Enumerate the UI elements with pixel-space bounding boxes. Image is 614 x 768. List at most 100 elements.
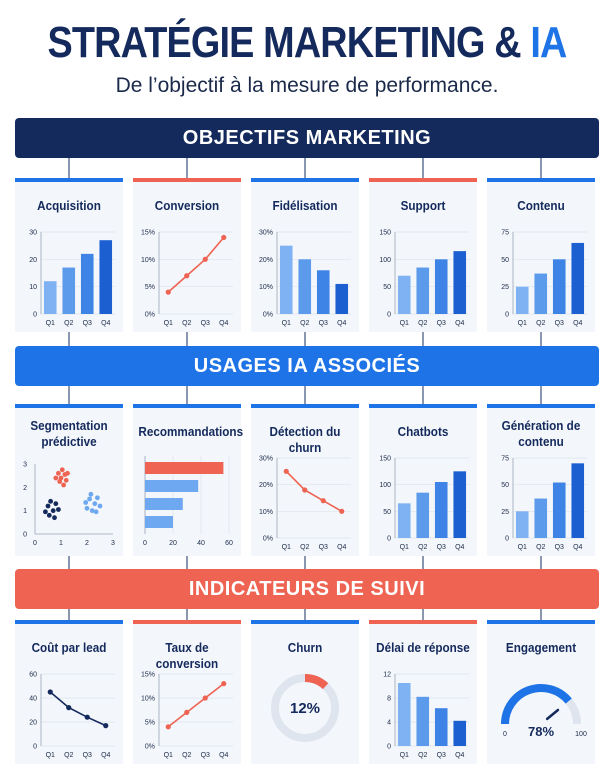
connector-line [186,609,188,620]
card-title: Délai de réponse [376,640,470,655]
data-point [66,705,72,711]
x-tick-label: Q3 [555,544,564,551]
y-tick-label: 30% [259,456,273,463]
x-tick-label: Q1 [400,544,409,551]
bar [335,283,349,314]
x-tick-label: Q2 [536,544,545,551]
y-tick-label: 10% [141,257,155,264]
scatter-point [59,467,65,473]
x-tick-label: Q3 [319,544,328,551]
x-tick-label: Q1 [400,320,409,327]
y-tick-label: 25 [501,284,509,291]
x-tick-label: Q4 [455,544,464,551]
series-line [167,236,225,293]
y-tick-label: 100 [379,482,391,489]
x-tick-label: Q2 [418,320,427,327]
chart-engagement: 78% 0 100 [501,684,587,739]
bar [145,480,199,492]
x-tick-label: Q1 [400,752,409,759]
card-conversion: Conversion 0% 5% 10% 15% Q1 Q2 Q3 Q4 [133,178,241,332]
scatter-point [52,515,57,521]
data-point [302,487,308,493]
card-churn_detection: Détection du churn 0% 10% 20% 30% Q1 Q2 Q3 Q4 [251,404,359,556]
y-tick-label: 5% [145,284,155,291]
x-tick-label: 1 [59,540,63,547]
x-tick-label: Q4 [337,320,346,327]
card-title: Taux de conversion [155,640,219,671]
y-tick-label: 30 [29,230,37,237]
connector-line [186,552,188,569]
x-tick-label: Q3 [201,752,210,759]
scatter-point [45,503,51,509]
y-tick-label: 8 [387,696,391,703]
bar [279,245,293,314]
card-chatbots: Chatbots 0 50 100 150 Q1 Q2 Q3 Q4 [369,404,477,556]
series-line [285,470,343,513]
title-main: STRATÉGIE MARKETING & [47,18,531,67]
x-tick-label: 0 [143,540,147,547]
x-tick-label: Q3 [319,320,328,327]
x-tick-label: Q3 [83,752,92,759]
y-tick-label: 20% [259,482,273,489]
series-line [49,691,107,727]
data-point [84,714,90,720]
title-accent: IA [530,18,567,67]
x-tick-label: Q2 [182,320,191,327]
x-tick-label: Q4 [455,752,464,759]
bar [416,492,430,538]
card-cout_lead: Coût par lead 0 20 40 60 Q1 Q2 Q3 Q4 [15,620,123,764]
gauge-needle [545,708,560,721]
y-tick-label: 75 [501,230,509,237]
connector-line [540,158,542,178]
bar [416,267,430,314]
section-banner-indicateurs: INDICATEURS DE SUIVI [15,569,599,609]
y-tick-label: 150 [379,230,391,237]
x-tick-label: 60 [225,540,233,547]
x-tick-label: Q1 [164,320,173,327]
scatter-point [93,509,99,515]
card-title: Conversion [154,198,220,213]
bar [515,286,529,314]
card-title: Segmentation prédictive [30,418,108,449]
card-churn: Churn 12% [251,620,359,764]
x-tick-label: Q1 [282,544,291,551]
data-point [202,695,208,701]
x-tick-label: Q2 [182,752,191,759]
y-tick-label: 150 [379,456,391,463]
x-tick-label: Q2 [418,544,427,551]
scatter-point [46,512,52,518]
bar [416,696,430,746]
scatter-point [87,496,92,502]
x-tick-label: Q1 [518,320,527,327]
data-point [202,256,208,262]
x-tick-label: Q1 [46,752,55,759]
connector-line [68,328,70,346]
connector-line [540,386,542,404]
card-title: Support [400,198,446,213]
y-tick-label: 50 [383,509,391,516]
connector-line [540,552,542,569]
y-tick-label: 30% [259,230,273,237]
bar [434,482,448,538]
y-tick-label: 75 [501,456,509,463]
y-tick-label: 0% [263,536,273,543]
connector-line [304,552,306,569]
card-title: Recommandations [138,424,244,439]
connector-line [422,609,424,620]
data-point [320,498,326,504]
y-tick-label: 0% [145,744,155,751]
scatter-point [97,503,103,509]
bar [316,270,330,314]
card-title: Coût par lead [31,640,107,655]
data-point [283,468,289,474]
y-tick-label: 0 [387,312,391,319]
x-tick-label: Q3 [437,320,446,327]
chart-conversion: 0% 5% 10% 15% Q1 Q2 Q3 Q4 [141,230,233,327]
y-tick-label: 0 [505,536,509,543]
x-tick-label: Q4 [455,320,464,327]
chart-delai: 0 4 8 12 Q1 Q2 Q3 Q4 [383,672,469,759]
y-tick-label: 0% [145,312,155,319]
y-tick-label: 50 [501,482,509,489]
bar [434,259,448,314]
scatter-point [88,491,94,497]
